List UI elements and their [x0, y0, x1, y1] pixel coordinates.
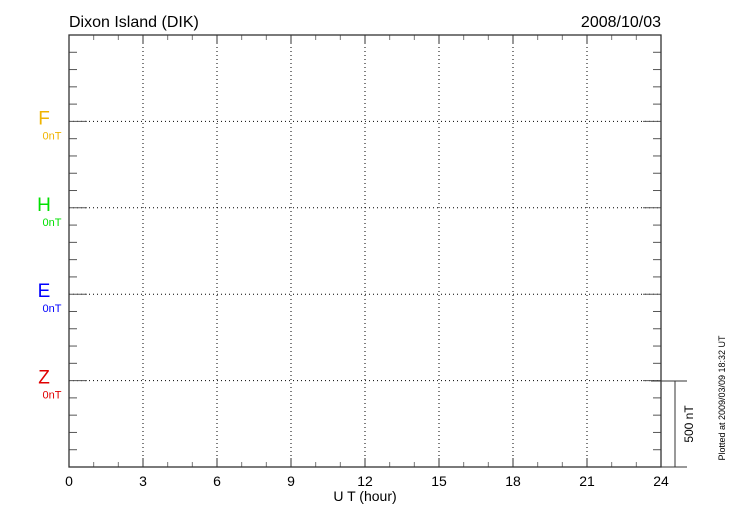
series-baseline-label: 0nT: [43, 217, 62, 229]
series-baseline-label: 0nT: [43, 390, 62, 402]
scale-bar-label: 500 nT: [682, 405, 696, 443]
series-label-z: Z: [38, 368, 50, 389]
x-tick-label: 3: [139, 473, 147, 489]
x-tick-label: 15: [431, 473, 447, 489]
x-tick-labels: 0 3 6 9 12 15 18 21 24: [65, 473, 669, 489]
series-label-e: E: [38, 281, 51, 302]
chart-title: Dixon Island (DIK): [69, 14, 199, 31]
series-baseline-label: 0nT: [43, 130, 62, 142]
series-label-h: H: [37, 195, 51, 216]
plotted-at-footer: Plotted at 2009/03/09 18:32 UT: [717, 335, 727, 461]
x-tick-label: 9: [287, 473, 295, 489]
grid: [69, 35, 661, 467]
axis-ticks: [68, 35, 662, 467]
x-tick-label: 18: [505, 473, 521, 489]
x-tick-label: 24: [653, 473, 669, 489]
series-baseline-label: 0nT: [43, 303, 62, 315]
x-axis-label: U T (hour): [333, 488, 396, 504]
chart-date: 2008/10/03: [581, 14, 661, 31]
scale-bar: 500 nT: [651, 380, 696, 468]
x-tick-label: 0: [65, 473, 73, 489]
x-tick-label: 12: [357, 473, 373, 489]
x-tick-label: 6: [213, 473, 221, 489]
plot-frame: [68, 34, 662, 468]
x-tick-label: 21: [579, 473, 595, 489]
series-label-f: F: [38, 108, 50, 129]
